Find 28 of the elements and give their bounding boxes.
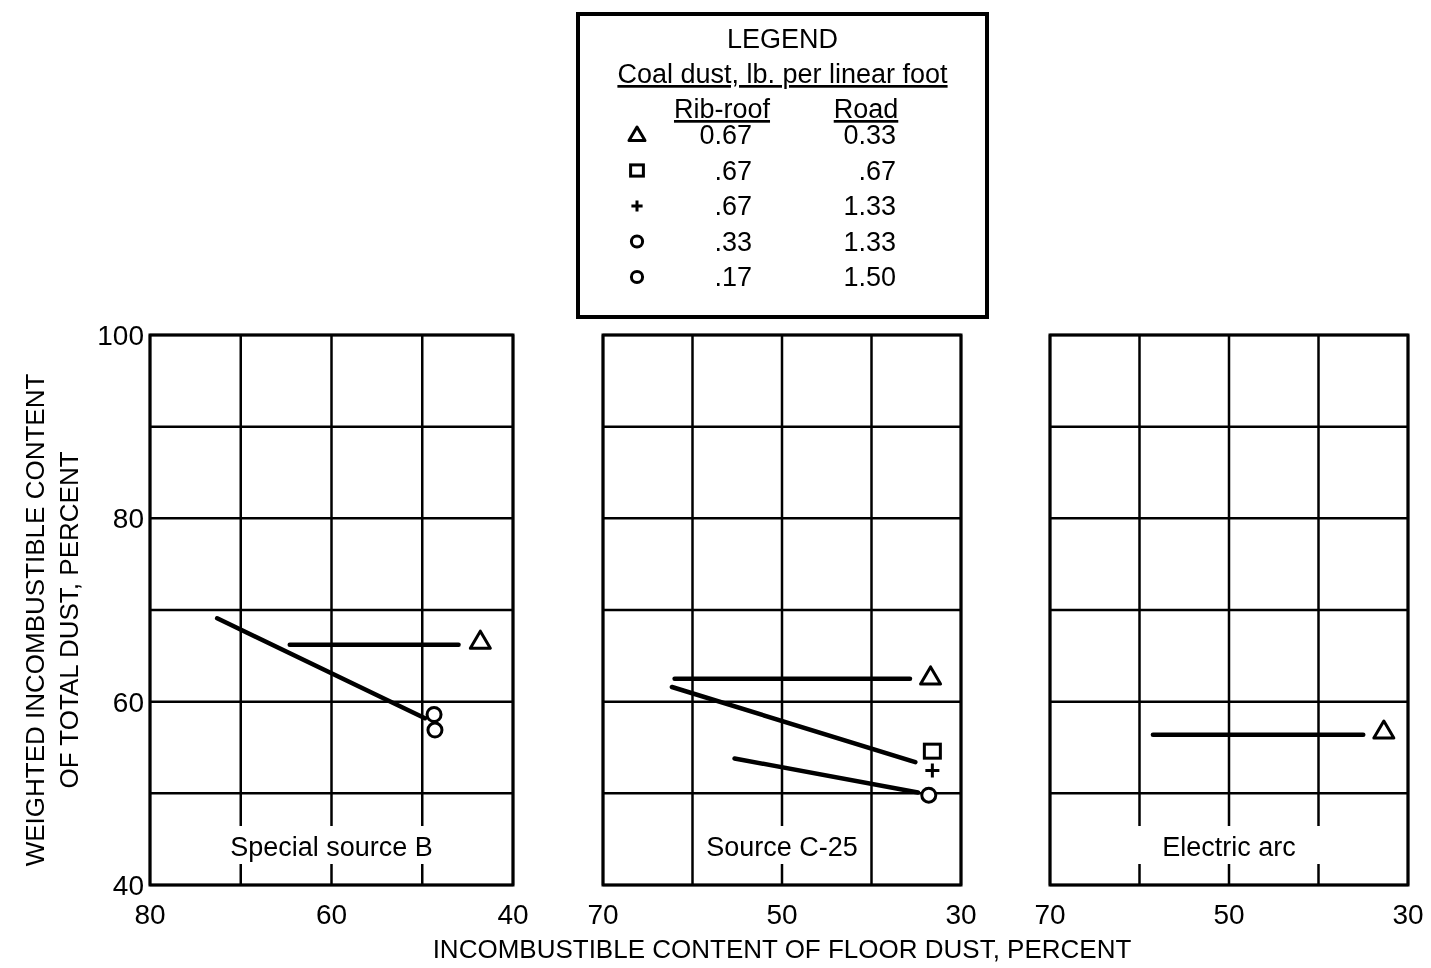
x-tick-label: 50 [766, 899, 798, 930]
y-axis-title: WEIGHTED INCOMBUSTIBLE CONTENT OF TOTAL DUST, PERCENT [20, 373, 84, 867]
data-label: .17 [714, 262, 752, 292]
y-tick-label: 80 [112, 503, 144, 535]
x-tick-label: 60 [315, 899, 348, 930]
x-tick-label: 80 [134, 899, 166, 930]
x-tick-label: 70 [1034, 899, 1066, 930]
y-tick-label: 40 [112, 870, 144, 901]
data-label: .67 [714, 155, 752, 186]
y-tick-label: 100 [97, 320, 144, 351]
data-label: .67 [714, 191, 752, 221]
annotation: Special source B [230, 832, 433, 862]
annotation: Electric arc [1162, 832, 1296, 862]
data-label: .67 [858, 155, 896, 186]
data-label: 1.33 [843, 191, 896, 221]
data-label: .33 [714, 226, 752, 257]
x-tick-label: 30 [945, 899, 977, 930]
x-tick-label: 30 [1392, 899, 1424, 930]
x-tick-label: 70 [587, 899, 619, 930]
y-tick-label: 60 [112, 686, 144, 718]
text: LEGEND [726, 24, 839, 54]
text: Coal dust, lb. per linear foot [617, 59, 949, 89]
x-tick-label: 50 [1213, 899, 1245, 930]
x-tick-label: 40 [497, 899, 529, 930]
x-axis-title: INCOMBUSTIBLE CONTENT OF FLOOR DUST, PERCENT [432, 934, 1132, 964]
data-label: 1.50 [843, 262, 896, 292]
data-label: 1.33 [843, 226, 896, 257]
annotation: Source C-25 [706, 832, 858, 862]
